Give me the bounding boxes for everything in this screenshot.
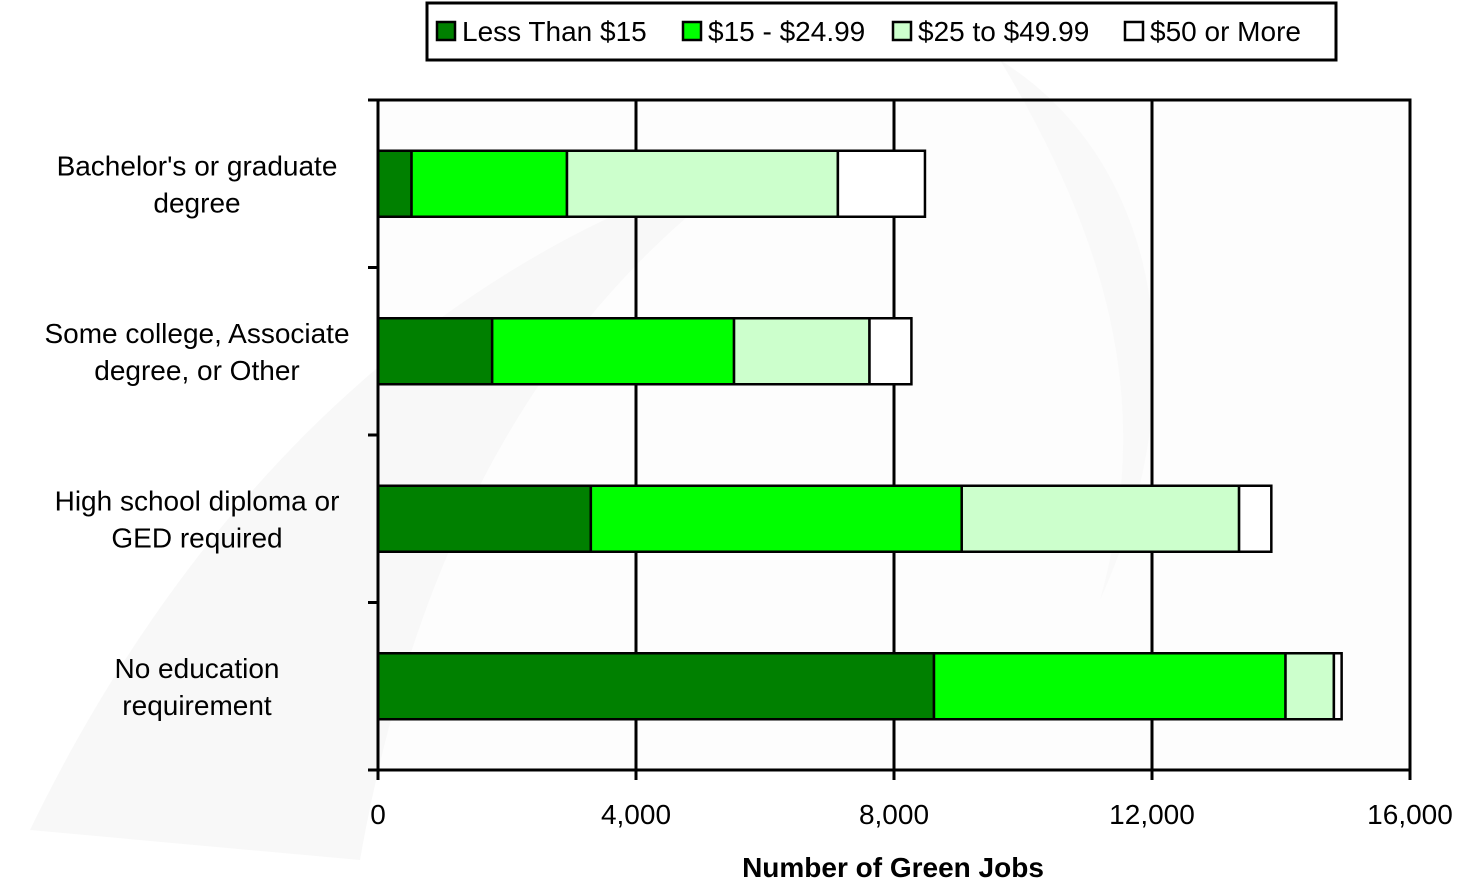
bar-segment [932,652,1287,721]
category-label: No education requirement [114,653,279,721]
x-tick-label: 4,000 [601,799,671,830]
bar-segment [490,317,736,386]
category-label-line: Bachelor's or graduate [57,150,338,181]
bar-segment [732,317,871,386]
x-tick-label: 8,000 [859,799,929,830]
legend-swatch [891,20,913,42]
bar-segment [376,317,494,386]
bar-segment [960,484,1241,553]
bar-segment [376,652,936,721]
category-label-line: High school diploma or [55,485,340,516]
category-label-line: degree [153,187,240,218]
bar-segment [376,149,413,218]
legend-swatch [435,20,457,42]
legend-frame [425,1,1338,62]
category-label: Bachelor's or graduate degree [57,150,338,218]
category-label: High school diploma or GED required [55,485,340,553]
bar-segment [589,484,963,553]
bar-segment [836,149,927,218]
bar-segment [410,149,569,218]
category-label-line: GED required [111,522,282,553]
legend-swatch [681,20,703,42]
bar-segment [1284,652,1336,721]
bar-segment [1332,652,1343,721]
bar-segment [565,149,840,218]
legend-label: Less Than $15 [462,16,647,47]
legend-label: $25 to $49.99 [918,16,1089,47]
legend-label: $15 - $24.99 [708,16,865,47]
category-label-line: degree, or Other [94,355,299,386]
category-label: Some college, Associate degree, or Other [44,318,349,386]
bar-segment [868,317,913,386]
bar-segment [376,484,593,553]
x-axis-title: Number of Green Jobs [742,852,1044,882]
axes: Bachelor's or graduate degree Some college… [44,98,1453,830]
category-label-line: requirement [122,690,272,721]
x-tick-label: 0 [370,799,386,830]
x-tick-label: 12,000 [1109,799,1195,830]
bar-segment [1237,484,1273,553]
x-tick-label: 16,000 [1367,799,1453,830]
bar-series [376,149,1343,721]
category-label-line: Some college, Associate [44,318,349,349]
category-label-line: No education [114,653,279,684]
legend-swatch [1123,20,1145,42]
legend: Less Than $15 $15 - $24.99 $25 to $49.99 $5… [425,1,1338,62]
legend-label: $50 or More [1150,16,1301,47]
